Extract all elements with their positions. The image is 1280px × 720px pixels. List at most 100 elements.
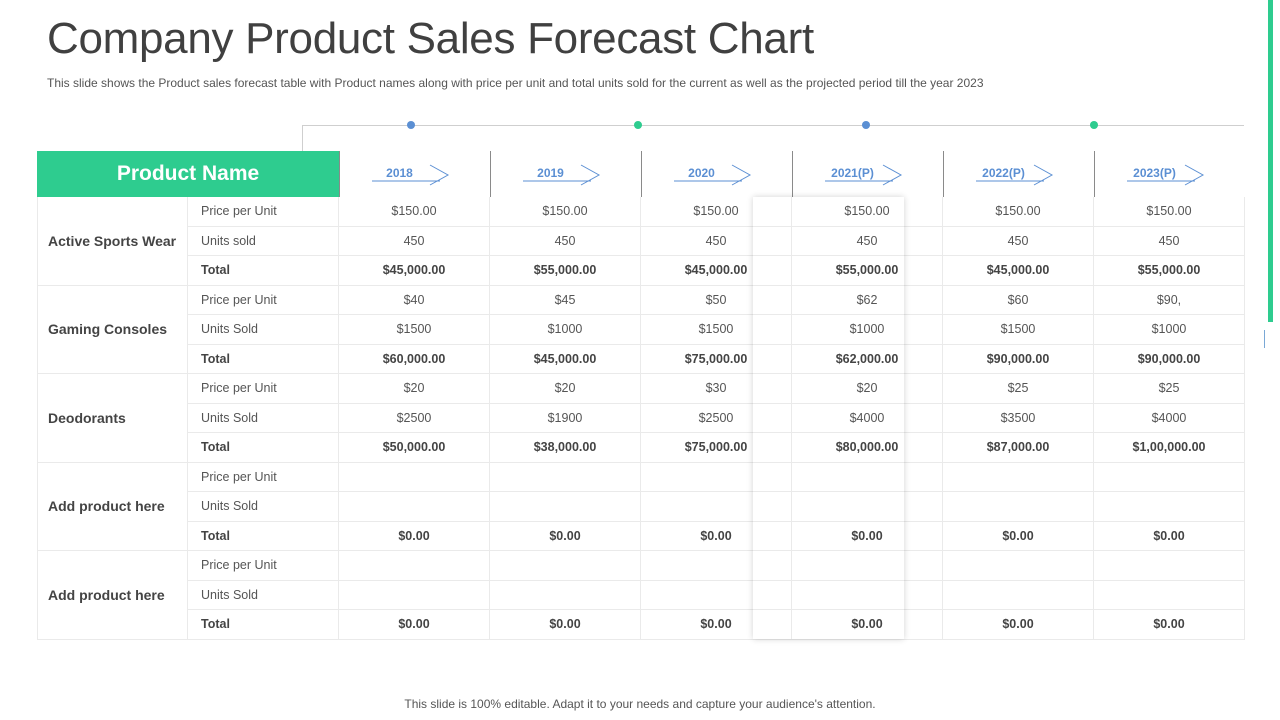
year-header: 2019 xyxy=(490,151,641,197)
value-cell xyxy=(792,492,943,522)
value-cell: 450 xyxy=(490,226,641,256)
value-cell: $45 xyxy=(490,285,641,315)
value-cell xyxy=(490,580,641,610)
value-cell: 450 xyxy=(792,226,943,256)
value-cell: $2500 xyxy=(339,403,490,433)
product-name-cell: Deodorants xyxy=(37,374,188,463)
year-header: 2022(P) xyxy=(943,151,1094,197)
product-name-cell: Gaming Consoles xyxy=(37,285,188,374)
value-cell: $0.00 xyxy=(490,521,641,551)
arrow-right-icon xyxy=(824,164,902,186)
value-cell xyxy=(943,580,1094,610)
product-name-cell: Add product here xyxy=(37,551,188,640)
table-body: Active Sports Wear Price per Unit $150.00 $… xyxy=(37,197,1245,640)
value-cell: $45,000.00 xyxy=(339,256,490,286)
value-cell xyxy=(1094,551,1245,581)
value-cell: $25 xyxy=(1094,374,1245,404)
value-cell: $38,000.00 xyxy=(490,433,641,463)
row-label: Units sold xyxy=(188,226,339,256)
value-cell: $40 xyxy=(339,285,490,315)
value-cell: $0.00 xyxy=(792,521,943,551)
value-cell: $150.00 xyxy=(641,197,792,227)
accent-bar xyxy=(1268,0,1273,322)
value-cell: $30 xyxy=(641,374,792,404)
value-cell xyxy=(641,492,792,522)
value-cell: $1000 xyxy=(1094,315,1245,345)
value-cell: $4000 xyxy=(792,403,943,433)
value-cell: 450 xyxy=(1094,226,1245,256)
product-name-header: Product Name xyxy=(37,151,339,197)
value-cell: $45,000.00 xyxy=(943,256,1094,286)
year-label: 2021(P) xyxy=(831,166,874,180)
year-label: 2020 xyxy=(688,166,715,180)
year-arrow: 2020 xyxy=(672,161,762,187)
value-cell: $1,00,000.00 xyxy=(1094,433,1245,463)
product-group: Deodorants Price per Unit $20 $20 $30 $20 $25 $… xyxy=(37,374,1245,463)
value-cell: $0.00 xyxy=(1094,521,1245,551)
year-label: 2018 xyxy=(386,166,413,180)
value-cell xyxy=(943,492,1094,522)
arrow-right-icon xyxy=(673,164,751,186)
value-cell: 450 xyxy=(943,226,1094,256)
value-cell: $45,000.00 xyxy=(490,344,641,374)
value-cell: $150.00 xyxy=(792,197,943,227)
value-cell: $62 xyxy=(792,285,943,315)
value-cell: $0.00 xyxy=(339,521,490,551)
year-separator xyxy=(490,151,491,197)
value-cell: $1000 xyxy=(792,315,943,345)
value-cell: $55,000.00 xyxy=(792,256,943,286)
product-name-cell: Add product here xyxy=(37,462,188,551)
year-separator xyxy=(339,151,340,197)
value-cell: $0.00 xyxy=(1094,610,1245,640)
value-cell: $75,000.00 xyxy=(641,433,792,463)
row-label: Price per Unit xyxy=(188,551,339,581)
timeline-dot xyxy=(1090,121,1098,129)
timeline-dot xyxy=(407,121,415,129)
value-cell: $150.00 xyxy=(1094,197,1245,227)
value-cell: $20 xyxy=(490,374,641,404)
accent-tick xyxy=(1264,330,1265,348)
value-cell: $90,000.00 xyxy=(1094,344,1245,374)
value-cell: $50 xyxy=(641,285,792,315)
value-cell: $90, xyxy=(1094,285,1245,315)
value-cell: $80,000.00 xyxy=(792,433,943,463)
value-cell: $25 xyxy=(943,374,1094,404)
year-header: 2020 xyxy=(641,151,792,197)
value-cell xyxy=(339,580,490,610)
value-cell: $1500 xyxy=(641,315,792,345)
value-cell: $1900 xyxy=(490,403,641,433)
value-cell xyxy=(641,580,792,610)
value-cell: 450 xyxy=(641,226,792,256)
value-cell xyxy=(641,462,792,492)
year-separator xyxy=(943,151,944,197)
value-cell xyxy=(792,551,943,581)
value-cell: $20 xyxy=(339,374,490,404)
arrow-right-icon xyxy=(522,164,600,186)
value-cell: $60,000.00 xyxy=(339,344,490,374)
value-cell: $0.00 xyxy=(943,610,1094,640)
value-cell: $2500 xyxy=(641,403,792,433)
value-cell xyxy=(339,492,490,522)
value-cell: $55,000.00 xyxy=(490,256,641,286)
row-label: Total xyxy=(188,521,339,551)
value-cell xyxy=(1094,580,1245,610)
timeline-connector xyxy=(302,125,303,155)
row-label: Total xyxy=(188,344,339,374)
year-header: 2023(P) xyxy=(1094,151,1245,197)
value-cell: $0.00 xyxy=(641,521,792,551)
row-label: Units Sold xyxy=(188,403,339,433)
value-cell: $20 xyxy=(792,374,943,404)
year-separator xyxy=(792,151,793,197)
year-arrow: 2018 xyxy=(370,161,460,187)
value-cell: $150.00 xyxy=(943,197,1094,227)
value-cell: $50,000.00 xyxy=(339,433,490,463)
product-group: Add product here Price per Unit Units Sold… xyxy=(37,551,1245,640)
value-cell xyxy=(641,551,792,581)
value-cell: 450 xyxy=(339,226,490,256)
year-header: 2018 xyxy=(339,151,490,197)
row-label: Total xyxy=(188,256,339,286)
row-label: Units Sold xyxy=(188,580,339,610)
value-cell: $60 xyxy=(943,285,1094,315)
arrow-right-icon xyxy=(1126,164,1204,186)
year-header: 2021(P) xyxy=(792,151,943,197)
